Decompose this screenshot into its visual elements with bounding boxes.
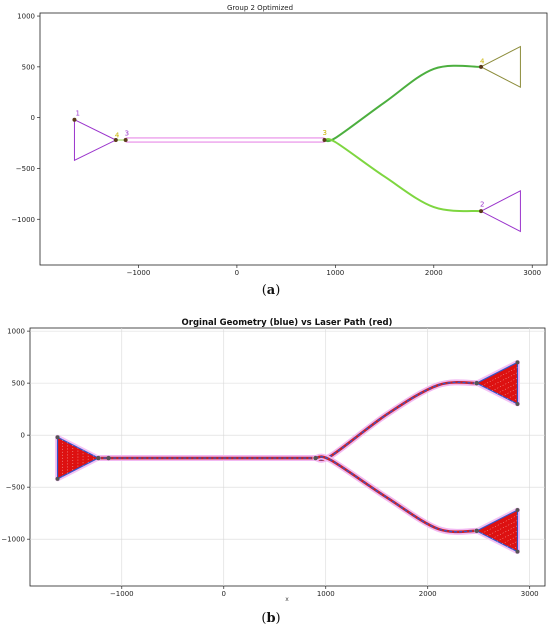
endpoint-marker [113, 138, 118, 143]
panel-b-title: Orginal Geometry (blue) vs Laser Path (r… [182, 318, 393, 328]
laser-path-halo [312, 379, 480, 463]
panel-b-content [55, 359, 520, 555]
endpoint-marker [313, 455, 318, 461]
endpoint-marker [474, 380, 479, 386]
endpoint-marker [479, 64, 484, 69]
point-label: 4 [480, 57, 485, 65]
triangle-vertex [515, 549, 520, 554]
triangle-vertex [55, 435, 60, 440]
panel-b-grid [30, 328, 545, 586]
y-tick-label: −1000 [1, 536, 25, 544]
optimized-path-line [324, 64, 482, 143]
point-label: 3 [125, 129, 129, 137]
triangle-fill [475, 361, 519, 405]
x-tick-label: 0 [235, 269, 239, 277]
panel-a-content: 14 3 342 [72, 45, 521, 233]
triangle-hatch [496, 530, 518, 542]
y-tick-label: −1000 [11, 216, 35, 224]
caption-a-letter: a [267, 283, 276, 298]
y-tick-label: 0 [21, 432, 25, 440]
x-tick-label: −1000 [110, 590, 134, 598]
triangle-hatch [512, 398, 518, 402]
y-tick-label: −500 [6, 484, 25, 492]
y-tick-label: 500 [22, 63, 35, 71]
x-tick-label: 3000 [523, 269, 541, 277]
panel-b-xlabel: x [285, 596, 289, 603]
y-tick-label: −500 [16, 165, 35, 173]
y-tick-label: 500 [12, 380, 25, 388]
panel-a-ticks: −1000 0 1000 2000 3000 1000 500 0 −500 −1000 [11, 13, 541, 277]
triangle-vertex [515, 508, 520, 513]
x-tick-label: 2000 [419, 590, 437, 598]
point-label: 1 [75, 110, 79, 118]
triangle-outline [73, 118, 117, 162]
triangle-vertex [55, 476, 60, 481]
x-tick-label: 3000 [521, 590, 539, 598]
triangle-hatch [481, 367, 518, 386]
panel-a: Group 2 Optimized −1000 0 1000 2000 3000 1000… [11, 4, 548, 298]
panel-b-plot-frame [29, 327, 546, 587]
triangle-outline [479, 45, 521, 88]
panel-b-ticks: −1000 0 1000 2000 3000 1000 500 0 −500 −1000 [1, 328, 538, 598]
triangle-hatch [496, 382, 518, 394]
x-tick-label: 2000 [425, 269, 443, 277]
laser-path-halo [312, 453, 480, 535]
point-label: 2 [480, 201, 484, 209]
x-tick-label: 1000 [317, 590, 335, 598]
optimized-path-line [324, 137, 482, 213]
triangle-fill [56, 436, 100, 480]
geometry-path-line [315, 381, 477, 461]
point-label: 3 [323, 129, 327, 137]
triangle-vertex [515, 401, 520, 406]
endpoint-marker [123, 138, 128, 143]
caption-b-letter: b [266, 611, 275, 626]
x-tick-label: 0 [222, 590, 226, 598]
panel-a-plot-frame [39, 12, 548, 266]
x-tick-label: −1000 [127, 269, 151, 277]
triangle-hatch [507, 393, 518, 399]
endpoint-marker [96, 455, 101, 461]
caption-b: (b) [261, 611, 280, 626]
endpoint-marker [322, 138, 327, 143]
triangle-fill [475, 509, 519, 553]
triangle-hatch [512, 546, 518, 550]
endpoint-marker [479, 209, 484, 214]
x-tick-label: 1000 [326, 269, 344, 277]
triangle-hatch [507, 541, 518, 547]
point-label: 4 [115, 132, 120, 140]
triangle-hatch [481, 515, 518, 534]
y-tick-label: 0 [31, 114, 35, 122]
endpoint-marker [474, 528, 479, 534]
endpoint-marker [72, 117, 77, 122]
geometry-path-line [315, 455, 477, 533]
y-tick-label: 1000 [17, 13, 35, 21]
triangle-vertex [515, 360, 520, 365]
y-tick-label: 1000 [7, 328, 25, 336]
endpoint-marker [106, 455, 111, 461]
triangle-outline [479, 190, 521, 233]
panel-b: Orginal Geometry (blue) vs Laser Path (r… [1, 318, 546, 626]
caption-a: (a) [262, 283, 281, 298]
panel-a-title: Group 2 Optimized [227, 4, 293, 12]
